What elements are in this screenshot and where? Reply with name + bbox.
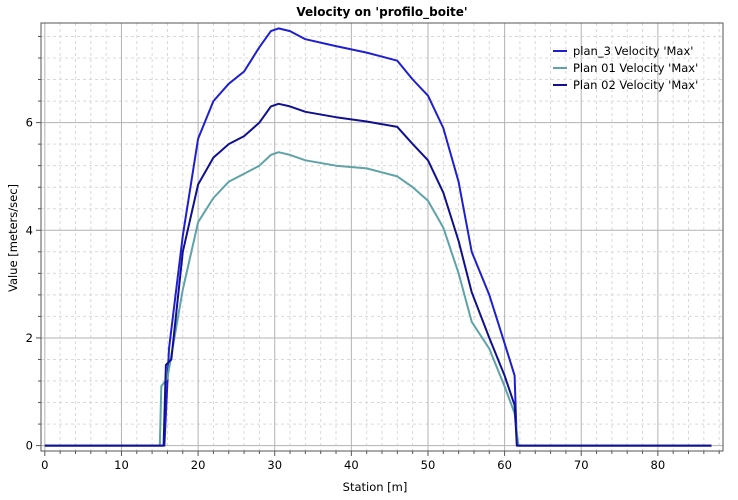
legend-entry-2: Plan 01 Velocity 'Max': [573, 61, 698, 75]
x-tick-label: 40: [344, 458, 359, 472]
x-tick-label: 0: [41, 458, 48, 472]
series-line-2: [44, 151, 712, 447]
x-tick-label: 50: [421, 458, 436, 472]
x-axis-label: Station [m]: [343, 480, 408, 494]
axis-ticks: [36, 35, 720, 456]
series-line-1: [44, 27, 712, 447]
y-tick-label: 2: [26, 331, 33, 345]
x-tick-label: 80: [651, 458, 666, 472]
legend: plan_3 Velocity 'Max' Plan 01 Velocity 'M…: [553, 44, 698, 92]
y-tick-label: 6: [26, 116, 33, 130]
x-tick-label: 20: [191, 458, 206, 472]
legend-entry-1: plan_3 Velocity 'Max': [573, 44, 693, 58]
chart-title: Velocity on 'profilo_boite': [296, 5, 467, 20]
x-tick-label: 70: [574, 458, 589, 472]
y-tick-label: 4: [26, 223, 33, 237]
y-axis-label: Value [meters/sec]: [6, 184, 20, 292]
tick-labels: 0 10 20 30 40 50 60 70 80 0 2 4 6: [26, 116, 666, 472]
plot-frame: [40, 22, 724, 452]
series-lines: [44, 27, 712, 447]
series-line-3: [44, 102, 712, 447]
x-tick-label: 30: [267, 458, 282, 472]
x-tick-label: 10: [114, 458, 129, 472]
x-tick-label: 60: [497, 458, 512, 472]
y-tick-label: 0: [26, 439, 33, 453]
legend-entry-3: Plan 02 Velocity 'Max': [573, 78, 698, 92]
